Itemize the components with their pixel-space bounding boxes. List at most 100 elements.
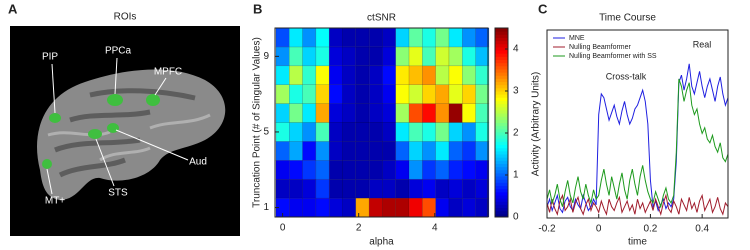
colorbar-slice [495, 176, 508, 180]
colorbar-slice [495, 185, 508, 190]
heatmap-cell [422, 65, 436, 85]
panel-title: ROIs [114, 12, 137, 23]
heatmap-cell [355, 160, 370, 180]
colorbar-slice [495, 163, 508, 168]
colorbar-slice [495, 138, 508, 142]
heatmap-cell [408, 65, 423, 85]
heatmap-cell [435, 197, 450, 218]
heatmap-cell [448, 160, 463, 180]
colorbar-slice [495, 68, 508, 73]
heatmap-cell [475, 65, 490, 85]
colorbar-slice [495, 201, 508, 205]
colorbar-slice [495, 135, 508, 139]
heatmap-cell [395, 178, 410, 199]
heatmap-cell [328, 122, 343, 142]
heatmap-cell [342, 46, 357, 67]
roi-blobs [42, 94, 160, 169]
heatmap-cell [289, 122, 303, 142]
roi-label: PIP [42, 52, 58, 63]
heatmap-cell [355, 65, 370, 85]
heatmap-cell [395, 197, 410, 218]
heatmap-cell [435, 103, 450, 123]
y-tick-label: 9 [263, 51, 269, 62]
y-tick-label: 1 [263, 202, 269, 213]
y-tick-label: 5 [263, 127, 269, 138]
colorbar-slice [495, 91, 508, 95]
colorbar-slice [495, 169, 508, 174]
heatmap-cell [475, 122, 490, 142]
heatmap-cell [355, 141, 370, 161]
colorbar-slice [495, 113, 508, 117]
heatmap-cell [462, 178, 476, 199]
heatmap-cell [275, 178, 290, 199]
heatmap-cell [368, 103, 383, 123]
heatmap-cell [408, 46, 423, 67]
heatmap-cell [395, 27, 410, 48]
heatmap-cell [475, 178, 490, 199]
heatmap-cell [382, 178, 397, 199]
colorbar-slice [495, 28, 508, 32]
colorbar-slice [495, 147, 508, 152]
heatmap-cell [315, 197, 330, 218]
heatmap-cell [289, 27, 303, 48]
heatmap-cell [422, 160, 436, 180]
heatmap-cell [315, 103, 330, 123]
heatmap-cell [368, 65, 383, 85]
colorbar-slice [495, 50, 508, 54]
heatmap-cell [328, 178, 343, 199]
heatmap-cell [342, 84, 357, 104]
heatmap-cell [422, 122, 436, 142]
x-tick-label: -0.2 [538, 224, 556, 235]
colorbar-slice [495, 188, 508, 193]
heatmap-cell [328, 103, 343, 123]
heatmap-cell [355, 46, 370, 67]
heatmap-cell [315, 65, 330, 85]
heatmap-cell [422, 27, 436, 48]
panel-letter: A [8, 1, 18, 16]
heatmap-cell [448, 197, 463, 218]
x-tick-label: 0.2 [643, 224, 657, 235]
colorbar-slice [495, 207, 508, 212]
colorbar-slice [495, 182, 508, 186]
heatmap-cell [448, 141, 463, 161]
roi-label: Aud [189, 157, 207, 168]
colorbar-slice [495, 37, 508, 42]
heatmap-cell [355, 103, 370, 123]
heatmap-cell [462, 160, 476, 180]
x-axis-label: alpha [369, 237, 394, 248]
heatmap-cell [462, 65, 476, 85]
colorbar-slice [495, 109, 508, 114]
heatmap-cell [462, 84, 476, 104]
heatmap-cell [395, 65, 410, 85]
colorbar-tick-label: 4 [513, 44, 519, 55]
heatmap-cell [475, 84, 490, 104]
heatmap-cell [448, 84, 463, 104]
colorbar-slice [495, 106, 508, 111]
heatmap-cell [315, 122, 330, 142]
panel-letter: B [253, 1, 262, 16]
heatmap-cell [382, 65, 397, 85]
heatmap-cell [342, 178, 357, 199]
heatmap-cell [435, 178, 450, 199]
colorbar-slice [495, 160, 508, 164]
heatmap-cell [395, 84, 410, 104]
heatmap-cell [302, 103, 317, 123]
heatmap-cell [395, 103, 410, 123]
heatmap-cell [435, 122, 450, 142]
colorbar-slice [495, 72, 508, 76]
chart-title: ctSNR [367, 13, 396, 24]
heatmap-cell [422, 141, 436, 161]
brain-gyri [47, 113, 211, 162]
colorbar-slice [495, 46, 508, 51]
heatmap-cell [448, 122, 463, 142]
heatmap-cell [448, 103, 463, 123]
roi-label: PPCa [105, 46, 132, 57]
heatmap-cell [275, 103, 290, 123]
heatmap-cell [328, 46, 343, 67]
colorbar-slice [495, 122, 508, 127]
x-axis-label: time [628, 237, 647, 248]
heatmap-cell [328, 197, 343, 218]
heatmap-cell [475, 197, 490, 218]
heatmap-cell [475, 160, 490, 180]
colorbar-slice [495, 154, 508, 158]
